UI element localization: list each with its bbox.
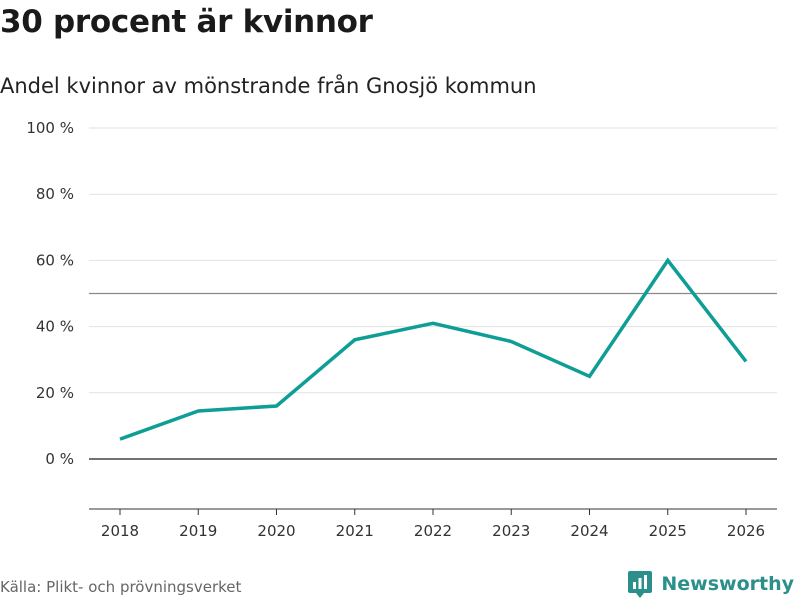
x-tick-label: 2023 xyxy=(492,522,530,540)
chart-title: 30 procent är kvinnor xyxy=(0,4,373,40)
x-tick-label: 2025 xyxy=(649,522,687,540)
newsworthy-logo-icon xyxy=(628,571,653,598)
source-note: Källa: Plikt- och prövningsverket xyxy=(0,578,242,596)
x-tick-label: 2022 xyxy=(414,522,452,540)
x-tick-label: 2018 xyxy=(101,522,139,540)
y-tick-label: 100 % xyxy=(26,119,74,137)
y-tick-label: 20 % xyxy=(36,384,74,402)
chart-subtitle: Andel kvinnor av mönstrande från Gnosjö … xyxy=(0,74,537,98)
y-tick-label: 80 % xyxy=(36,185,74,203)
line-chart: 0 % 20 % 40 % 60 % 80 % 100 % 2018 2019 2020 2021… xyxy=(26,119,777,540)
x-tick-label: 2020 xyxy=(257,522,295,540)
x-tick-label: 2026 xyxy=(727,522,765,540)
y-tick-label: 60 % xyxy=(36,251,74,269)
brand: Newsworthy xyxy=(627,569,794,599)
y-tick-label: 0 % xyxy=(45,450,74,468)
x-tick-label: 2021 xyxy=(336,522,374,540)
y-tick-label: 40 % xyxy=(36,318,74,336)
x-tick-label: 2019 xyxy=(179,522,217,540)
x-tick-label: 2024 xyxy=(570,522,608,540)
series-line xyxy=(119,257,748,441)
brand-name: Newsworthy xyxy=(661,573,794,595)
